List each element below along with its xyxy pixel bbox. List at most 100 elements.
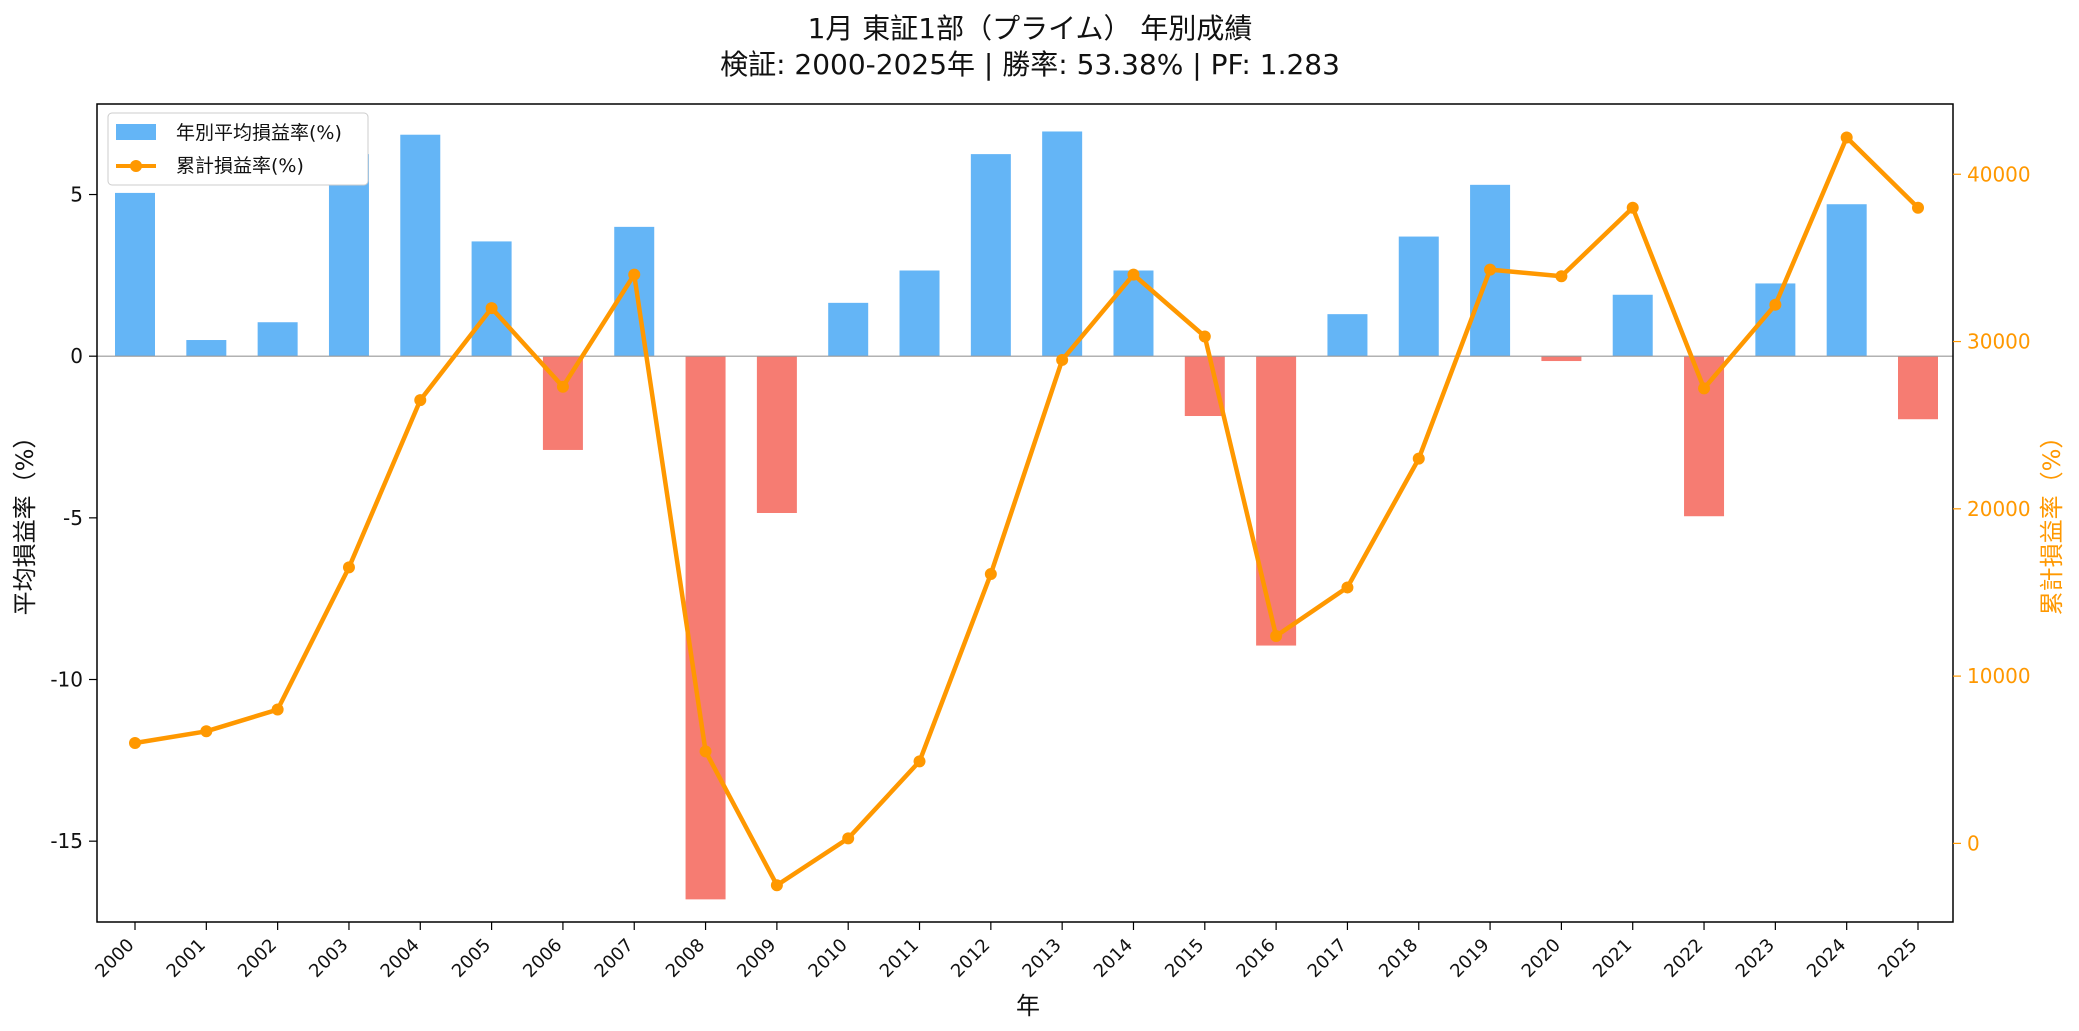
- line-point-2017: [1341, 581, 1354, 594]
- plot-frame: [96, 103, 1954, 923]
- line-point-2004: [414, 394, 427, 407]
- y-right-tick-label: 20000: [1967, 497, 2031, 521]
- bar-2003: [328, 154, 369, 357]
- line-point-2001: [200, 725, 213, 738]
- x-tick-label-2008: 2008: [662, 935, 709, 982]
- line-point-2024: [1840, 131, 1853, 144]
- x-tick-label-2001: 2001: [163, 935, 210, 982]
- bar-2001: [186, 340, 227, 357]
- x-tick-label-2011: 2011: [876, 935, 923, 982]
- bar-2007: [614, 226, 655, 357]
- x-axis: 2000 2001 2002 2003 2004 2005 2006 2007 2008 2009…: [91, 922, 1922, 982]
- line-point-2010: [842, 832, 855, 845]
- bars-layer: [115, 131, 1938, 900]
- line-point-2019: [1484, 263, 1497, 276]
- x-tick-label-2022: 2022: [1660, 935, 1707, 982]
- line-point-2008: [699, 745, 712, 758]
- line-point-2005: [485, 302, 498, 315]
- x-tick-label-2010: 2010: [804, 935, 851, 982]
- line-point-2000: [129, 737, 141, 750]
- x-tick-label-2017: 2017: [1304, 935, 1351, 982]
- y-axis-right: 40000 30000 20000 10000 0: [1953, 162, 2031, 855]
- bar-2011: [899, 270, 940, 357]
- bar-2009: [756, 356, 797, 513]
- legend-box: [107, 112, 369, 186]
- bar-2000: [115, 192, 155, 357]
- cumulative-line: [134, 135, 1920, 888]
- x-tick-label-2016: 2016: [1232, 935, 1279, 982]
- line-point-2016: [1270, 629, 1283, 642]
- y-axis-right-label: 累計損益率（%）: [2038, 425, 2066, 616]
- y-left-tick-label: -5: [63, 506, 83, 530]
- bar-2016: [1256, 356, 1297, 646]
- line-point-2012: [984, 568, 997, 581]
- y-axis-left-label: 平均損益率（%）: [11, 425, 39, 616]
- y-right-tick-label: 0: [1967, 831, 1980, 855]
- line-point-2013: [1056, 353, 1069, 366]
- y-right-tick-label: 30000: [1967, 330, 2031, 354]
- x-tick-label-2006: 2006: [519, 935, 566, 982]
- bar-2005: [471, 241, 512, 357]
- line-point-2002: [271, 703, 284, 716]
- x-tick-label-2004: 2004: [377, 935, 424, 982]
- x-tick-label-2009: 2009: [733, 935, 780, 982]
- y-axis-left: 5 0 -5 -10 -15: [50, 183, 97, 853]
- x-tick-label-2023: 2023: [1732, 935, 1779, 982]
- legend-swatch-marker: [130, 160, 142, 172]
- x-tick-label-2005: 2005: [448, 935, 495, 982]
- line-point-2018: [1412, 452, 1425, 465]
- legend: 年別平均損益率(%) 累計損益率(%): [107, 112, 369, 186]
- x-tick-label-2007: 2007: [591, 935, 638, 982]
- y-left-tick-label: -10: [50, 668, 83, 692]
- bar-2018: [1398, 236, 1439, 357]
- x-tick-label-2020: 2020: [1518, 935, 1565, 982]
- line-point-2007: [628, 268, 641, 281]
- x-tick-label-2018: 2018: [1375, 935, 1422, 982]
- line-point-2025: [1912, 201, 1924, 214]
- legend-swatch-bar: [116, 124, 156, 140]
- bar-2004: [400, 134, 441, 357]
- legend-label-line: 累計損益率(%): [176, 155, 304, 177]
- line-point-2006: [556, 380, 569, 393]
- line-point-2014: [1127, 268, 1140, 281]
- line-point-2023: [1769, 298, 1782, 311]
- legend-label-bar: 年別平均損益率(%): [176, 122, 342, 144]
- y-left-tick-label: 5: [70, 183, 83, 207]
- bar-2013: [1042, 131, 1083, 357]
- y-right-tick-label: 10000: [1967, 664, 2031, 688]
- x-tick-label-2014: 2014: [1090, 935, 1137, 982]
- line-point-2022: [1698, 382, 1711, 395]
- x-tick-label-2012: 2012: [947, 935, 994, 982]
- bar-2012: [970, 154, 1011, 357]
- bar-2017: [1327, 314, 1368, 357]
- bar-2002: [257, 322, 298, 357]
- bar-2020: [1541, 356, 1582, 362]
- line-layer: [129, 131, 1924, 892]
- line-point-2020: [1555, 270, 1568, 283]
- y-right-tick-label: 40000: [1967, 162, 2031, 186]
- x-tick-label-2002: 2002: [234, 935, 281, 982]
- y-left-tick-label: -15: [50, 829, 83, 853]
- bar-2010: [828, 302, 869, 357]
- x-tick-label-2025: 2025: [1874, 935, 1921, 982]
- line-point-2011: [913, 755, 926, 768]
- bar-2025: [1898, 356, 1938, 420]
- bar-2008: [685, 356, 726, 900]
- line-point-2009: [770, 879, 783, 892]
- x-tick-label-2021: 2021: [1589, 935, 1636, 982]
- y-left-tick-label: 0: [70, 344, 83, 368]
- bar-2024: [1826, 204, 1867, 357]
- line-point-2003: [342, 561, 355, 574]
- x-tick-label-2000: 2000: [91, 935, 138, 982]
- x-tick-label-2015: 2015: [1161, 935, 1208, 982]
- line-point-2021: [1626, 201, 1639, 214]
- line-point-2015: [1198, 330, 1211, 343]
- x-tick-label-2019: 2019: [1446, 935, 1493, 982]
- x-axis-label: 年: [1016, 992, 1040, 1020]
- chart-title: 1月 東証1部（プライム） 年別成績: [808, 12, 1253, 45]
- x-tick-label-2013: 2013: [1018, 935, 1065, 982]
- x-tick-label-2024: 2024: [1803, 935, 1850, 982]
- chart-subtitle: 検証: 2000-2025年 | 勝率: 53.38% | PF: 1.283: [720, 48, 1340, 81]
